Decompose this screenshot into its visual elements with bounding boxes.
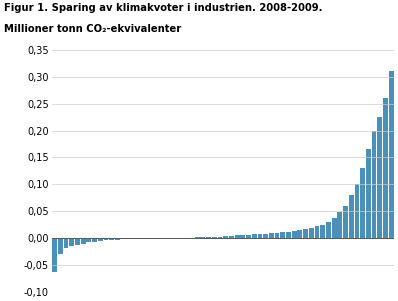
Bar	[138, 238, 142, 239]
Bar	[195, 237, 200, 238]
Bar	[332, 218, 337, 238]
Bar	[389, 71, 394, 238]
Bar	[98, 238, 103, 241]
Bar	[121, 238, 125, 239]
Bar	[103, 238, 108, 240]
Bar	[235, 235, 240, 238]
Bar	[252, 234, 257, 238]
Bar	[280, 232, 285, 238]
Bar	[69, 238, 74, 246]
Bar	[240, 235, 245, 238]
Bar	[355, 185, 359, 238]
Bar	[223, 236, 228, 238]
Text: Millioner tonn CO₂-ekvivalenter: Millioner tonn CO₂-ekvivalenter	[4, 24, 181, 34]
Bar	[263, 234, 268, 238]
Bar	[303, 229, 308, 238]
Bar	[92, 238, 97, 242]
Bar	[292, 231, 297, 238]
Bar	[155, 238, 160, 239]
Bar	[218, 237, 222, 238]
Bar	[58, 238, 63, 254]
Bar	[297, 230, 302, 238]
Bar	[183, 237, 188, 238]
Bar	[269, 233, 274, 238]
Bar	[366, 149, 371, 238]
Bar	[258, 234, 262, 238]
Bar	[372, 131, 377, 238]
Bar	[149, 238, 154, 239]
Bar	[377, 117, 382, 238]
Bar	[212, 237, 217, 238]
Bar	[132, 238, 137, 239]
Bar	[343, 206, 348, 238]
Bar	[64, 238, 68, 248]
Bar	[109, 238, 114, 240]
Bar	[314, 226, 320, 238]
Bar	[86, 238, 91, 243]
Bar	[52, 238, 57, 272]
Bar	[275, 233, 279, 238]
Bar	[360, 168, 365, 238]
Bar	[178, 237, 183, 238]
Bar	[75, 238, 80, 245]
Bar	[143, 238, 148, 239]
Bar	[126, 238, 131, 239]
Bar	[320, 225, 325, 238]
Bar	[189, 237, 194, 238]
Bar	[349, 195, 354, 238]
Text: Figur 1. Sparing av klimakvoter i industrien. 2008-2009.: Figur 1. Sparing av klimakvoter i indust…	[4, 3, 322, 13]
Bar	[115, 238, 120, 240]
Bar	[201, 237, 205, 238]
Bar	[326, 222, 331, 238]
Bar	[246, 235, 251, 238]
Bar	[309, 228, 314, 238]
Bar	[229, 236, 234, 238]
Bar	[338, 212, 342, 238]
Bar	[286, 232, 291, 238]
Bar	[383, 98, 388, 238]
Bar	[81, 238, 86, 244]
Bar	[206, 237, 211, 238]
